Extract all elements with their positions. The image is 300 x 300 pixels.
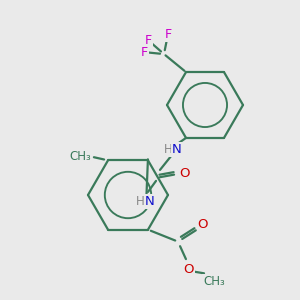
Text: F: F xyxy=(164,28,172,40)
Text: O: O xyxy=(180,167,190,180)
Text: H: H xyxy=(164,143,172,156)
Text: F: F xyxy=(140,46,148,59)
Text: CH₃: CH₃ xyxy=(69,150,91,163)
Text: CH₃: CH₃ xyxy=(203,275,225,288)
Text: H: H xyxy=(136,195,144,208)
Text: N: N xyxy=(172,143,182,156)
Text: O: O xyxy=(198,218,208,231)
Text: N: N xyxy=(145,195,155,208)
Text: F: F xyxy=(144,34,152,46)
Text: O: O xyxy=(184,263,194,276)
